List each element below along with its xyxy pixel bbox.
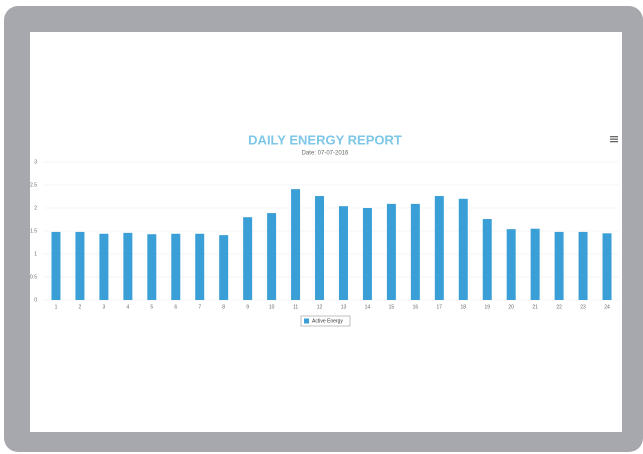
x-tick-label: 8: [222, 304, 225, 310]
bar: [602, 233, 612, 300]
x-tick-label: 7: [198, 304, 201, 310]
x-tick-label: 6: [174, 304, 177, 310]
x-tick-label: 14: [365, 304, 371, 310]
y-tick-label: 0: [34, 297, 37, 303]
bar: [362, 208, 372, 300]
menu-line: [610, 141, 618, 143]
y-tick-label: 3: [34, 159, 37, 165]
x-tick-label: 24: [604, 304, 610, 310]
x-tick-label: 13: [341, 304, 347, 310]
bar: [219, 235, 229, 300]
bar: [578, 231, 588, 300]
x-tick-label: 2: [79, 304, 82, 310]
bar: [267, 213, 277, 300]
bar: [410, 203, 420, 300]
bar: [506, 229, 516, 300]
x-tick-label: 20: [508, 304, 514, 310]
x-tick-label: 15: [389, 304, 395, 310]
legend-label: Active Energy: [312, 318, 343, 324]
x-tick-label: 12: [317, 304, 323, 310]
bar: [315, 196, 325, 300]
bar: [338, 206, 348, 300]
x-tick-label: 9: [246, 304, 249, 310]
bar: [171, 233, 181, 300]
bar: [123, 232, 133, 300]
x-tick-label: 18: [460, 304, 466, 310]
x-tick-label: 4: [126, 304, 129, 310]
bar: [386, 203, 396, 300]
bar: [434, 196, 444, 300]
x-tick-label: 5: [150, 304, 153, 310]
bar: [75, 231, 85, 300]
y-tick-label: 2.5: [30, 182, 37, 188]
bar: [554, 231, 564, 300]
bar: [195, 233, 205, 300]
bar: [147, 234, 157, 300]
x-tick-label: 21: [532, 304, 538, 310]
chart-title: DAILY ENERGY REPORT: [248, 132, 402, 147]
y-tick-label: 0.5: [30, 274, 37, 280]
bar: [291, 189, 301, 300]
y-tick-label: 1: [34, 251, 37, 257]
menu-line: [610, 136, 618, 138]
x-tick-label: 11: [293, 304, 298, 310]
x-tick-label: 16: [413, 304, 419, 310]
bar: [243, 217, 253, 300]
bar: [482, 219, 492, 300]
x-tick-label: 17: [437, 304, 443, 310]
chart-subtitle: Date: 07-07-2016: [302, 151, 349, 157]
bar: [51, 231, 61, 300]
x-tick-label: 1: [55, 304, 58, 310]
x-tick-label: 22: [556, 304, 562, 310]
menu-line: [610, 138, 618, 140]
legend-box: [300, 315, 351, 327]
legend-swatch: [304, 318, 309, 324]
x-tick-label: 10: [269, 304, 275, 310]
screen: [30, 32, 622, 432]
bar: [530, 228, 540, 300]
x-tick-label: 23: [580, 304, 586, 310]
y-tick-label: 2: [34, 205, 37, 211]
x-tick-label: 19: [484, 304, 490, 310]
bar: [99, 233, 109, 300]
x-tick-label: 3: [103, 304, 106, 310]
menu-button[interactable]: [610, 136, 618, 143]
bar: [458, 198, 468, 300]
y-tick-label: 1.5: [30, 228, 37, 234]
